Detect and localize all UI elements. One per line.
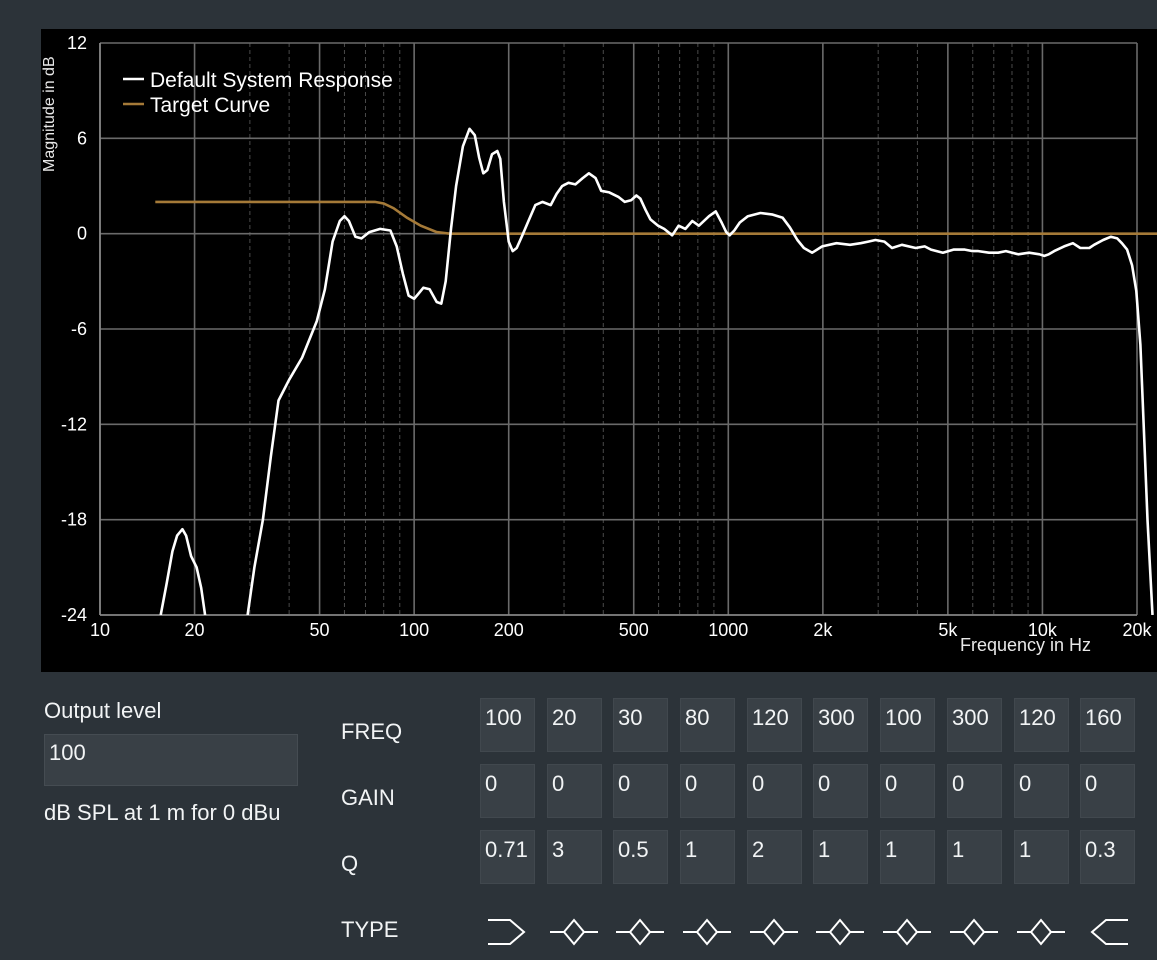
q-input-band-1[interactable]: 0.71 [480, 830, 535, 884]
gain-input-band-10[interactable]: 0 [1080, 764, 1135, 818]
freq-input-band-4[interactable]: 80 [680, 698, 735, 752]
output-level-input[interactable]: 100 [44, 734, 298, 786]
y-tick-label: 0 [77, 224, 87, 244]
low-pass-icon[interactable] [1080, 910, 1135, 950]
gain-row-label: GAIN [341, 785, 395, 810]
legend: Default System Response Target Curve [123, 69, 393, 117]
q-input-band-2[interactable]: 3 [547, 830, 602, 884]
output-level-panel: Output level 100 dB SPL at 1 m for 0 dBu [44, 698, 304, 826]
x-tick-label: 1000 [708, 620, 748, 640]
x-axis-label: Frequency in Hz [960, 635, 1091, 655]
q-input-band-4[interactable]: 1 [680, 830, 735, 884]
gain-input-band-8[interactable]: 0 [947, 764, 1002, 818]
x-tick-label: 10k [1028, 620, 1058, 640]
y-tick-label: -18 [61, 510, 87, 530]
q-input-band-9[interactable]: 1 [1014, 830, 1069, 884]
x-tick-label: 2k [813, 620, 833, 640]
freq-input-band-7[interactable]: 100 [880, 698, 935, 752]
x-tick-label: 100 [399, 620, 429, 640]
peak-icon[interactable] [813, 910, 868, 950]
peak-icon[interactable] [1014, 910, 1069, 950]
x-tick-label: 500 [619, 620, 649, 640]
freq-input-band-9[interactable]: 120 [1014, 698, 1069, 752]
y-tick-label: -12 [61, 414, 87, 434]
peak-icon[interactable] [880, 910, 935, 950]
q-input-band-8[interactable]: 1 [947, 830, 1002, 884]
frequency-response-chart: 12 6 0 -6 -12 -18 -24 10 20 50 100 200 500 1000 2k 5k 10… [41, 29, 1157, 672]
series-target-curve [155, 200, 1157, 235]
q-input-band-10[interactable]: 0.3 [1080, 830, 1135, 884]
x-tick-label: 50 [310, 620, 330, 640]
output-level-label: Output level [44, 698, 162, 723]
y-axis-label: Magnitude in dB [41, 56, 58, 172]
legend-label-response: Default System Response [150, 69, 393, 92]
q-input-band-6[interactable]: 1 [813, 830, 868, 884]
q-input-band-3[interactable]: 0.5 [613, 830, 668, 884]
series-default-system-response [159, 527, 207, 615]
q-input-band-5[interactable]: 2 [747, 830, 802, 884]
y-tick-label: -6 [71, 319, 87, 339]
high-pass-icon[interactable] [480, 910, 535, 950]
x-tick-label: 20k [1122, 620, 1152, 640]
freq-input-band-10[interactable]: 160 [1080, 698, 1135, 752]
freq-input-band-3[interactable]: 30 [613, 698, 668, 752]
q-input-band-7[interactable]: 1 [880, 830, 935, 884]
x-tick-label: 10 [90, 620, 110, 640]
freq-row-label: FREQ [341, 719, 403, 744]
series-default-system-response [246, 127, 1154, 615]
freq-input-band-8[interactable]: 300 [947, 698, 1002, 752]
freq-input-band-5[interactable]: 120 [747, 698, 802, 752]
type-row-label: TYPE [341, 917, 399, 942]
gain-input-band-1[interactable]: 0 [480, 764, 535, 818]
peak-icon[interactable] [547, 910, 602, 950]
gain-input-band-9[interactable]: 0 [1014, 764, 1069, 818]
y-tick-label: 12 [67, 33, 87, 53]
y-tick-label: -24 [61, 605, 87, 625]
peak-icon[interactable] [680, 910, 735, 950]
x-tick-label: 20 [185, 620, 205, 640]
legend-label-target: Target Curve [150, 94, 270, 117]
gain-input-band-5[interactable]: 0 [747, 764, 802, 818]
freq-input-band-6[interactable]: 300 [813, 698, 868, 752]
x-tick-label: 5k [938, 620, 958, 640]
freq-input-band-1[interactable]: 100 [480, 698, 535, 752]
output-level-unit: dB SPL at 1 m for 0 dBu [44, 800, 281, 825]
gain-input-band-2[interactable]: 0 [547, 764, 602, 818]
x-tick-label: 200 [494, 620, 524, 640]
gain-input-band-3[interactable]: 0 [613, 764, 668, 818]
peak-icon[interactable] [947, 910, 1002, 950]
freq-input-band-2[interactable]: 20 [547, 698, 602, 752]
y-tick-label: 6 [77, 128, 87, 148]
gain-input-band-7[interactable]: 0 [880, 764, 935, 818]
gain-input-band-4[interactable]: 0 [680, 764, 735, 818]
q-row-label: Q [341, 851, 359, 876]
peak-icon[interactable] [613, 910, 668, 950]
gain-input-band-6[interactable]: 0 [813, 764, 868, 818]
peak-icon[interactable] [747, 910, 802, 950]
